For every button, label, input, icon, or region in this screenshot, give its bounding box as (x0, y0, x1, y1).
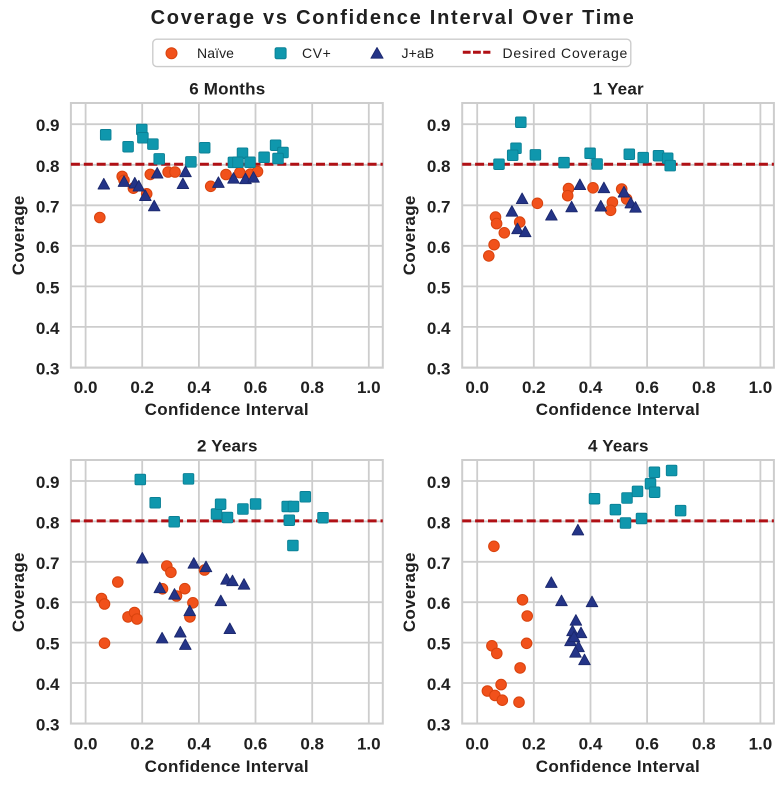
svg-text:0.7: 0.7 (36, 197, 60, 216)
svg-text:0.6: 0.6 (427, 594, 451, 613)
svg-text:Naïve: Naïve (197, 45, 234, 61)
svg-text:0.8: 0.8 (427, 513, 451, 532)
svg-text:6 Months: 6 Months (189, 80, 265, 99)
svg-text:0.7: 0.7 (427, 197, 451, 216)
svg-text:2 Years: 2 Years (197, 437, 258, 456)
svg-text:0.8: 0.8 (300, 735, 324, 754)
svg-text:0.4: 0.4 (36, 319, 60, 338)
svg-text:0.8: 0.8 (692, 378, 716, 397)
svg-text:0.6: 0.6 (36, 238, 60, 257)
svg-text:0.8: 0.8 (427, 157, 451, 176)
svg-text:Desired Coverage: Desired Coverage (503, 45, 629, 61)
svg-text:0.8: 0.8 (36, 513, 60, 532)
svg-text:Confidence Interval: Confidence Interval (145, 757, 309, 776)
svg-text:Coverage: Coverage (400, 552, 419, 632)
svg-text:Confidence Interval: Confidence Interval (145, 400, 309, 419)
svg-text:0.2: 0.2 (522, 735, 546, 754)
svg-text:1.0: 1.0 (749, 735, 773, 754)
svg-text:0.0: 0.0 (465, 378, 489, 397)
svg-text:0.3: 0.3 (36, 360, 60, 379)
svg-text:0.5: 0.5 (427, 635, 451, 654)
svg-text:Coverage: Coverage (9, 552, 28, 632)
svg-text:0.4: 0.4 (427, 675, 451, 694)
svg-text:0.2: 0.2 (130, 378, 154, 397)
svg-text:0.7: 0.7 (36, 554, 60, 573)
svg-text:0.6: 0.6 (635, 735, 659, 754)
svg-text:0.8: 0.8 (300, 378, 324, 397)
svg-text:0.3: 0.3 (427, 715, 451, 734)
svg-text:Confidence Interval: Confidence Interval (536, 757, 700, 776)
svg-text:0.5: 0.5 (36, 635, 60, 654)
svg-text:0.6: 0.6 (36, 594, 60, 613)
svg-text:1.0: 1.0 (749, 378, 773, 397)
svg-text:0.6: 0.6 (244, 735, 268, 754)
svg-text:0.7: 0.7 (427, 554, 451, 573)
svg-text:0.3: 0.3 (36, 715, 60, 734)
svg-text:0.5: 0.5 (427, 278, 451, 297)
svg-text:CV+: CV+ (302, 45, 331, 61)
svg-text:0.5: 0.5 (36, 278, 60, 297)
svg-text:Coverage vs Confidence Interva: Coverage vs Confidence Interval Over Tim… (151, 7, 636, 29)
svg-text:1.0: 1.0 (357, 378, 381, 397)
svg-text:0.9: 0.9 (427, 473, 451, 492)
svg-text:1.0: 1.0 (357, 735, 381, 754)
svg-text:0.9: 0.9 (36, 116, 60, 135)
svg-text:Coverage: Coverage (400, 195, 419, 275)
svg-text:0.4: 0.4 (187, 378, 211, 397)
svg-text:Confidence Interval: Confidence Interval (536, 400, 700, 419)
svg-text:0.0: 0.0 (74, 378, 98, 397)
svg-text:0.6: 0.6 (427, 238, 451, 257)
svg-text:J+aB: J+aB (402, 45, 435, 61)
svg-text:0.0: 0.0 (74, 735, 98, 754)
svg-text:0.4: 0.4 (36, 675, 60, 694)
svg-text:0.3: 0.3 (427, 360, 451, 379)
svg-text:0.4: 0.4 (187, 735, 211, 754)
svg-text:0.6: 0.6 (244, 378, 268, 397)
svg-text:0.6: 0.6 (635, 378, 659, 397)
svg-text:0.9: 0.9 (427, 116, 451, 135)
svg-text:0.4: 0.4 (579, 378, 603, 397)
svg-text:0.2: 0.2 (130, 735, 154, 754)
svg-text:4 Years: 4 Years (588, 437, 649, 456)
svg-text:0.4: 0.4 (579, 735, 603, 754)
svg-text:Coverage: Coverage (9, 195, 28, 275)
svg-text:0.2: 0.2 (522, 378, 546, 397)
svg-text:1 Year: 1 Year (593, 80, 644, 99)
svg-text:0.9: 0.9 (36, 473, 60, 492)
svg-text:0.0: 0.0 (465, 735, 489, 754)
svg-text:0.8: 0.8 (692, 735, 716, 754)
svg-text:0.4: 0.4 (427, 319, 451, 338)
svg-text:0.8: 0.8 (36, 157, 60, 176)
